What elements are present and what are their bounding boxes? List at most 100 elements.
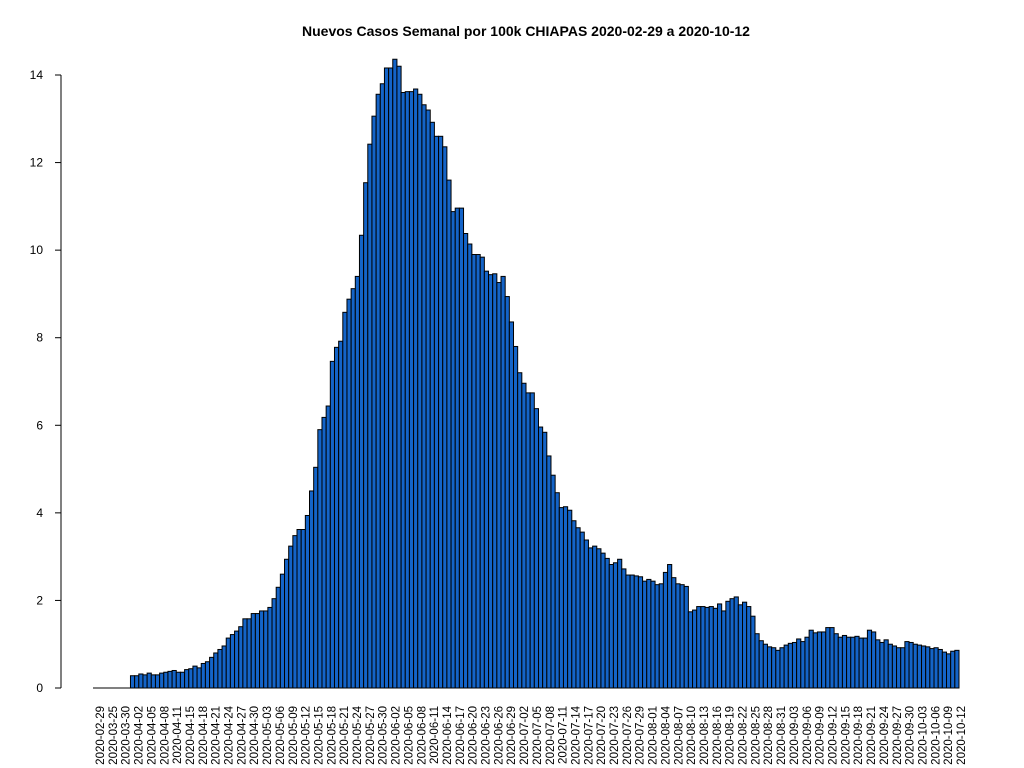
bar (796, 638, 802, 689)
x-tick-label: 2020-05-09 (288, 706, 300, 765)
x-tick-label: 2020-08-10 (686, 706, 698, 765)
bar (504, 296, 510, 689)
bar (904, 641, 910, 689)
x-tick-label: 2020-06-05 (403, 706, 415, 765)
bar (833, 633, 839, 689)
x-tick-label: 2020-06-11 (429, 706, 441, 764)
bar (537, 426, 544, 689)
x-tick-label: 2020-07-23 (609, 706, 621, 765)
bar (188, 668, 194, 689)
bar (346, 298, 352, 689)
bar (479, 256, 485, 689)
bar (667, 564, 673, 689)
bar (662, 571, 669, 689)
bar (450, 211, 456, 689)
bar (775, 649, 781, 689)
bar (650, 580, 656, 689)
bar (592, 545, 598, 689)
bar (367, 143, 373, 689)
bar (646, 578, 652, 689)
bar (533, 408, 539, 689)
bar (546, 455, 552, 689)
bar (779, 647, 785, 689)
bar (238, 626, 244, 689)
bars-group (93, 58, 960, 689)
bar (862, 637, 868, 689)
bar (854, 635, 860, 689)
bar (521, 382, 527, 689)
y-tick-label: 2 (36, 593, 43, 607)
bar (633, 575, 639, 689)
bar (496, 282, 502, 689)
x-tick-label: 2020-05-06 (275, 706, 287, 765)
bar (625, 574, 631, 689)
bar (300, 529, 306, 689)
bar (225, 637, 231, 689)
bar (175, 671, 181, 689)
bar (483, 270, 490, 689)
bar (746, 606, 752, 689)
bar (200, 662, 206, 689)
bar (562, 506, 569, 689)
bar (371, 115, 377, 689)
bar (721, 610, 727, 689)
x-tick-label: 2020-10-06 (930, 706, 942, 765)
bar (950, 650, 956, 689)
bar (388, 67, 394, 689)
y-tick-label: 12 (30, 156, 44, 170)
x-tick-label: 2020-09-18 (853, 706, 865, 765)
bar (879, 641, 885, 689)
bar (912, 643, 918, 689)
bar (887, 643, 893, 689)
bar (438, 135, 444, 689)
x-tick-label: 2020-06-29 (506, 706, 518, 765)
bar (229, 634, 236, 689)
x-tick-label: 2020-03-30 (121, 706, 133, 765)
bar (700, 606, 706, 689)
bar (396, 65, 402, 689)
bar (558, 507, 564, 689)
x-tick-label: 2020-05-18 (326, 706, 338, 765)
x-tick-label: 2020-06-26 (493, 706, 505, 765)
x-tick-label: 2020-08-04 (660, 705, 672, 764)
bar (284, 558, 290, 689)
bar (413, 88, 419, 689)
bar (163, 671, 169, 689)
x-tick-label: 2020-09-24 (879, 705, 891, 764)
bar (525, 392, 531, 689)
bar (408, 91, 415, 689)
bar (159, 672, 165, 689)
bar (329, 360, 335, 689)
bar (404, 91, 410, 689)
bar (704, 606, 710, 689)
bar (446, 179, 452, 689)
bar (209, 656, 215, 689)
bar (933, 647, 939, 689)
x-tick-label: 2020-07-02 (519, 706, 531, 765)
x-tick-label: 2020-10-12 (956, 706, 968, 765)
bar (354, 275, 360, 689)
x-tick-label: 2020-06-23 (481, 706, 493, 765)
bar (583, 539, 589, 689)
bar (858, 637, 864, 689)
bar (167, 670, 173, 689)
x-tick-label: 2020-09-06 (802, 706, 814, 765)
x-tick-label: 2020-05-12 (301, 706, 313, 765)
bar (471, 254, 477, 689)
bar (596, 548, 602, 689)
bar (804, 636, 810, 689)
bar (783, 644, 789, 689)
bar (725, 600, 731, 689)
bar (579, 531, 585, 689)
bar (766, 646, 773, 689)
bar (129, 675, 136, 689)
x-tick-label: 2020-09-27 (892, 706, 904, 765)
bar (954, 649, 960, 689)
bar (787, 642, 793, 689)
bar (883, 639, 889, 689)
bar (325, 405, 331, 689)
bar (754, 633, 760, 689)
bar (221, 645, 227, 689)
bar (217, 648, 223, 689)
